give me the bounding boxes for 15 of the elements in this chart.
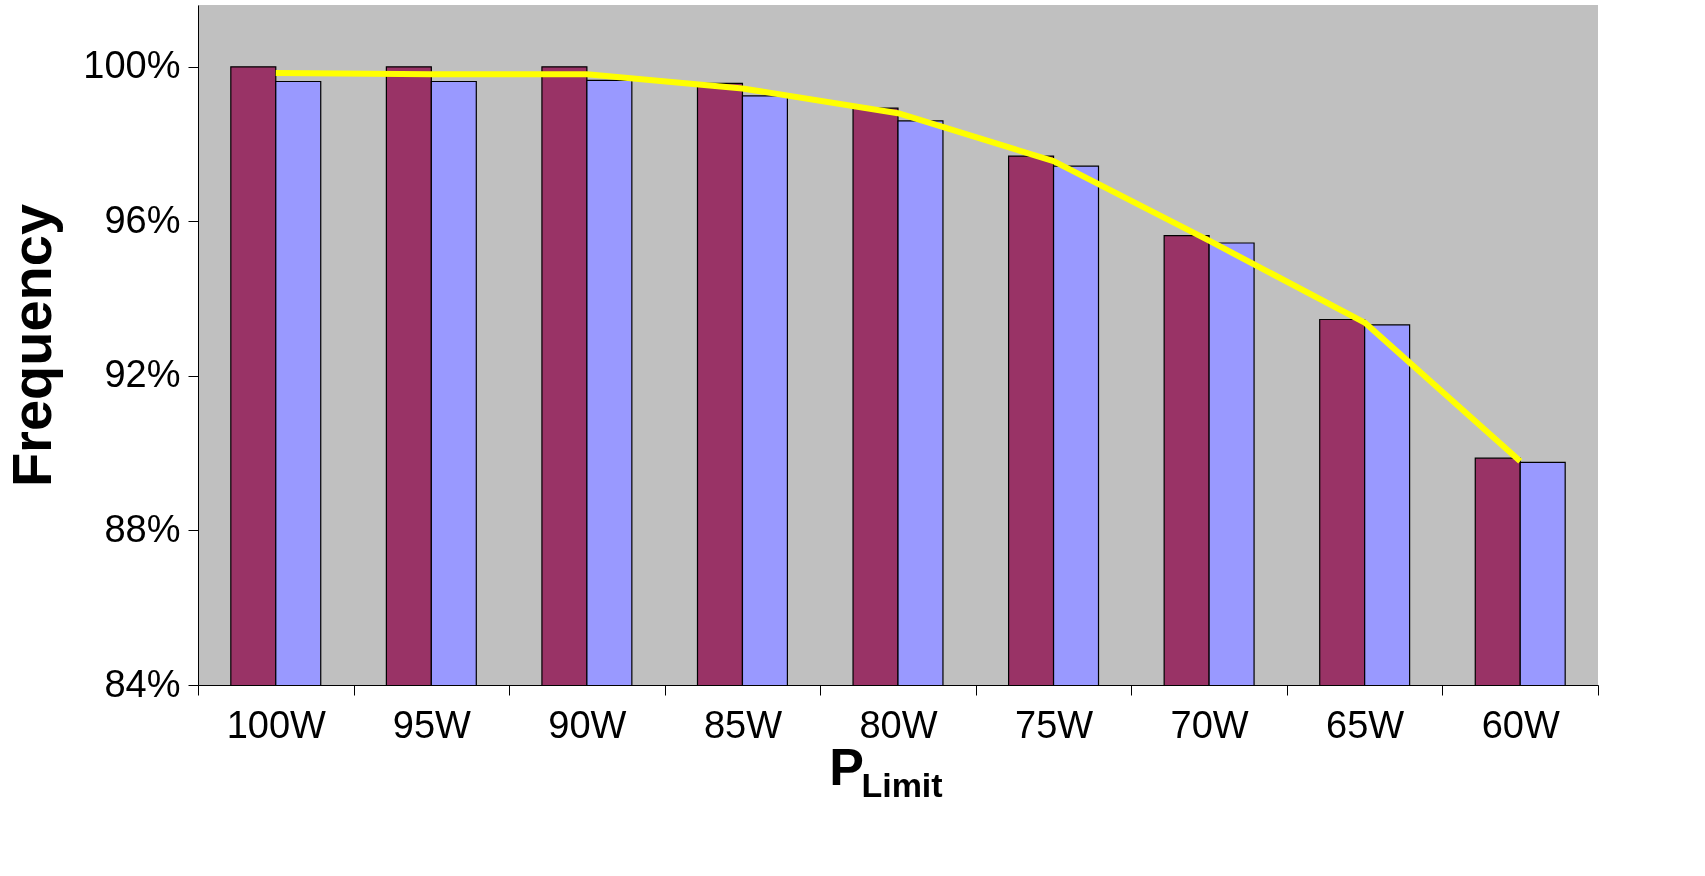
x-tick-label: 70W — [1170, 703, 1249, 746]
x-tick-label: 85W — [703, 703, 783, 746]
y-tick-label: 84% — [104, 662, 181, 705]
x-tick-label: 65W — [1326, 703, 1405, 746]
x-tick-label: 90W — [548, 703, 627, 746]
x-tick-label: 100W — [226, 703, 327, 746]
y-tick-label: 100% — [83, 44, 181, 87]
y-tick-label: 88% — [104, 507, 181, 550]
y-tick-label: 92% — [104, 353, 181, 396]
x-tick-label: 80W — [859, 703, 938, 746]
x-tick-label: 95W — [392, 703, 472, 746]
x-tick-label: 60W — [1481, 703, 1560, 746]
y-axis-title: Frequency — [0, 203, 64, 488]
x-tick-label: 75W — [1014, 703, 1094, 746]
y-tick-label: 96% — [104, 198, 181, 241]
